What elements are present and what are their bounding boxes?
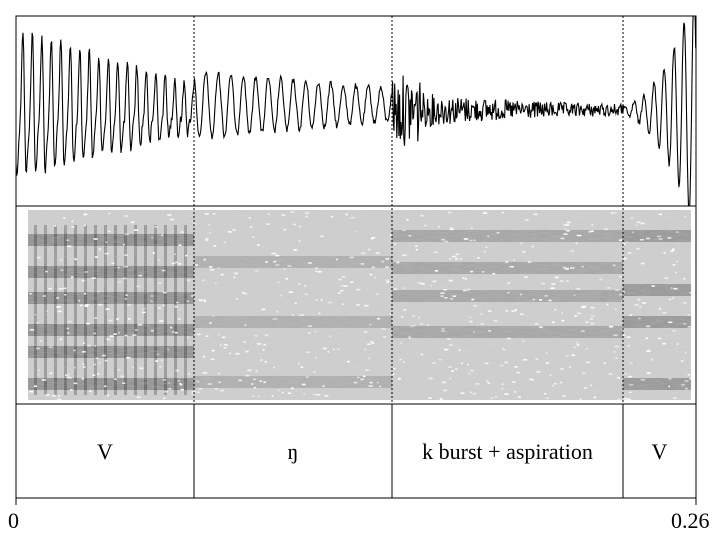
segment-label-k-burst-aspiration: k burst + aspiration (422, 439, 593, 464)
waveform-trace (16, 16, 696, 206)
waveform-panel (15, 15, 697, 207)
time-axis (15, 497, 697, 505)
spectrogram-panel (28, 210, 691, 400)
waveform-frame (15, 15, 697, 207)
time-axis-start-label: 0 (8, 508, 19, 533)
time-axis-end-label: 0.26 (671, 508, 710, 533)
segment-label-velar-nasal: ŋ (287, 439, 299, 464)
segment-label-vowel-1: V (97, 439, 113, 464)
segment-boundaries (193, 16, 624, 498)
segment-label-vowel-2: V (651, 439, 668, 464)
